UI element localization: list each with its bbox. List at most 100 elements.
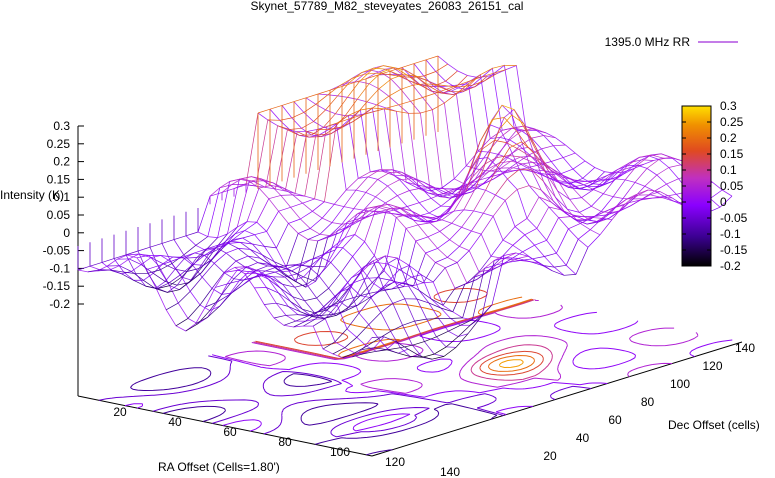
mesh-segment: [609, 174, 623, 180]
mesh-segment: [518, 258, 531, 263]
mesh-segment: [236, 270, 250, 272]
mesh-segment: [300, 311, 313, 317]
mesh-segment: [443, 347, 457, 357]
mesh-segment: [198, 259, 212, 269]
mesh-segment: [662, 197, 675, 202]
mesh-segment: [492, 200, 506, 217]
mesh-segment: [368, 312, 382, 325]
mesh-segment: [175, 318, 189, 327]
mesh-segment: [533, 128, 546, 134]
mesh-segment: [386, 206, 399, 211]
colorbar-tick-label: 0.1: [720, 163, 737, 177]
mesh-segment: [204, 247, 217, 256]
mesh-segment: [347, 81, 360, 98]
mesh-segment: [306, 275, 320, 285]
mesh-segment: [352, 353, 365, 358]
mesh-segment: [537, 153, 551, 170]
mesh-segment: [302, 198, 315, 204]
mesh-segment: [446, 84, 459, 90]
mesh-segment: [709, 189, 723, 199]
mesh-segment: [281, 101, 295, 106]
mesh-segment: [479, 304, 493, 319]
mesh-segment: [216, 243, 229, 249]
mesh-segment: [243, 184, 256, 187]
mesh-segment: [277, 125, 290, 130]
mesh-segment: [391, 286, 404, 290]
mesh-segment: [425, 248, 438, 254]
mesh-segment: [550, 201, 564, 212]
mesh-segment: [285, 233, 299, 268]
mesh-segment: [305, 240, 319, 288]
mesh-segment: [347, 295, 361, 308]
mesh-segment: [263, 180, 276, 190]
mesh-segment: [547, 169, 561, 184]
mesh-segment: [483, 194, 496, 214]
mesh-segment: [475, 151, 489, 170]
mesh-segment: [192, 255, 205, 266]
mesh-segment: [374, 347, 387, 350]
mesh-segment: [650, 194, 663, 198]
mesh-segment: [236, 181, 250, 228]
mesh-segment: [357, 297, 371, 306]
mesh-segment: [577, 229, 591, 240]
mesh-segment: [180, 264, 193, 276]
colorbar-scale: [681, 105, 712, 267]
z-tick-label: 0.05: [47, 208, 71, 222]
mesh-segment: [646, 159, 660, 169]
mesh-segment: [447, 192, 460, 196]
mesh-segment: [535, 146, 549, 171]
mesh-segment: [181, 264, 194, 278]
z-tick-label: -0.15: [43, 279, 71, 293]
mesh-segment: [592, 211, 605, 218]
mesh-segment: [507, 169, 520, 180]
mesh-segment: [524, 169, 538, 174]
mesh-segment: [615, 165, 628, 180]
mesh-segment: [435, 257, 448, 263]
z-tick-label: 0.15: [47, 172, 71, 186]
mesh-segment: [488, 167, 502, 172]
mesh-segment: [336, 288, 350, 306]
mesh-segment: [463, 187, 477, 210]
mesh-segment: [329, 290, 342, 302]
mesh-segment: [719, 195, 733, 208]
mesh-segment: [318, 262, 332, 276]
mesh-segment: [494, 257, 507, 261]
mesh-segment: [344, 99, 358, 116]
mesh-segment: [239, 277, 252, 282]
mesh-segment: [569, 197, 582, 200]
mesh-segment: [341, 208, 355, 225]
mesh-segment: [423, 262, 436, 283]
mesh-segment: [371, 270, 385, 283]
mesh-segment: [459, 230, 472, 247]
mesh-segment: [576, 181, 589, 187]
mesh-segment: [497, 139, 511, 155]
y-tick-label: 120: [702, 359, 722, 373]
mesh-segment: [571, 184, 584, 188]
contour-level: [498, 359, 524, 368]
mesh-segment: [215, 233, 228, 249]
mesh-segment: [664, 193, 677, 197]
mesh-segment: [513, 109, 527, 132]
mesh-segment: [309, 217, 323, 229]
mesh-segment: [416, 212, 430, 217]
mesh-segment: [445, 336, 459, 348]
mesh-segment: [424, 220, 437, 223]
mesh-line: [149, 242, 445, 357]
mesh-segment: [520, 156, 533, 163]
mesh-segment: [268, 195, 281, 200]
mesh-segment: [393, 228, 407, 282]
mesh-segment: [414, 318, 427, 322]
mesh-segment: [244, 221, 257, 231]
mesh-segment: [297, 131, 310, 138]
mesh-segment: [146, 265, 159, 270]
mesh-segment: [333, 189, 347, 205]
mesh-segment: [626, 194, 639, 200]
mesh-segment: [293, 320, 306, 328]
mesh-segment: [455, 173, 469, 201]
mesh-segment: [462, 86, 476, 93]
mesh-segment: [300, 211, 313, 220]
mesh-segment: [222, 233, 236, 249]
mesh-segment: [363, 196, 376, 211]
mesh-segment: [321, 128, 334, 137]
mesh-segment: [305, 311, 318, 322]
